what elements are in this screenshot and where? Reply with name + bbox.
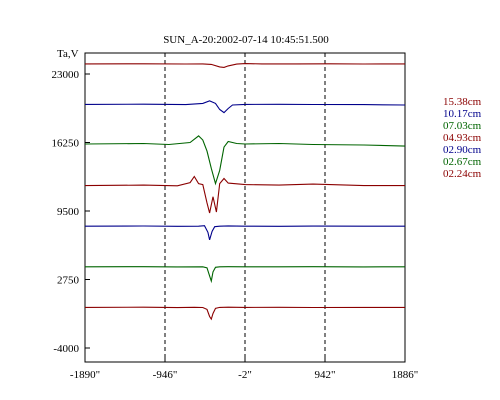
x-tick-label: -1890" [70,369,100,381]
legend-entry: 02.67cm [443,156,482,168]
y-tick-label: 9500 [57,206,80,218]
y-axis-label: Ta,V [57,48,79,60]
x-tick-label: 942" [315,369,336,381]
series-line-04.93cm [84,175,405,214]
series-line-10.17cm [84,100,406,114]
series-line-07.03cm [84,135,406,186]
series-line-02.24cm [84,306,405,321]
axis-ticks: 23000 16250 9500 2750 -4000 -1890" -946" -2" 942… [52,69,419,381]
legend-entry: 15.38cm [443,96,482,108]
x-tick-label: 1886" [392,369,419,381]
x-tick-label: -946" [153,369,178,381]
legend-entry: 10.17cm [443,108,482,120]
x-tick-label: -2" [238,369,252,381]
legend-entry: 07.03cm [443,120,482,132]
series-line-15.38cm [84,63,406,68]
legend-entry: 04.93cm [443,132,482,144]
y-tick-label: 2750 [57,275,80,287]
series-line-02.67cm [84,266,406,284]
y-tick-label: -4000 [53,343,79,355]
legend: 15.38cm10.17cm07.03cm04.93cm02.90cm02.67… [443,96,482,180]
legend-entry: 02.90cm [443,144,482,156]
y-tick-label: 23000 [52,69,80,81]
series-line-02.90cm [84,225,405,241]
legend-entry: 02.24cm [443,168,482,180]
series-lines [84,63,406,321]
chart-title: SUN_A-20:2002-07-14 10:45:51.500 [163,34,329,46]
vertical-dashed-lines [164,53,326,362]
y-tick-label: 16250 [52,138,80,150]
